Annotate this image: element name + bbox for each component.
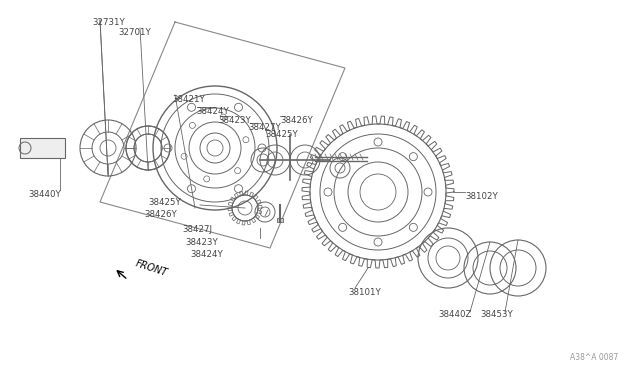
Text: 32701Y: 32701Y <box>118 28 151 37</box>
Text: 38453Y: 38453Y <box>480 310 513 319</box>
Text: 38426Y: 38426Y <box>144 210 177 219</box>
Text: 38423Y: 38423Y <box>218 116 251 125</box>
Text: 38425Y: 38425Y <box>265 130 298 139</box>
Text: 38423Y: 38423Y <box>185 238 218 247</box>
Text: 38440Z: 38440Z <box>438 310 472 319</box>
Text: 38421Y: 38421Y <box>172 95 205 104</box>
Text: 32731Y: 32731Y <box>92 18 125 27</box>
Text: 38424Y: 38424Y <box>196 107 228 116</box>
Bar <box>277 218 283 222</box>
Text: 38427Y: 38427Y <box>248 123 281 132</box>
Text: 38425Y: 38425Y <box>148 198 180 207</box>
Bar <box>20 138 65 158</box>
Text: FRONT: FRONT <box>134 258 169 278</box>
Text: 38101Y: 38101Y <box>348 288 381 297</box>
Text: A38^A 0087: A38^A 0087 <box>570 353 618 362</box>
Text: 38426Y: 38426Y <box>280 116 313 125</box>
Text: 38424Y: 38424Y <box>190 250 223 259</box>
Text: 38102Y: 38102Y <box>465 192 498 201</box>
Text: 38427J: 38427J <box>182 225 212 234</box>
Text: 38440Y: 38440Y <box>28 190 61 199</box>
